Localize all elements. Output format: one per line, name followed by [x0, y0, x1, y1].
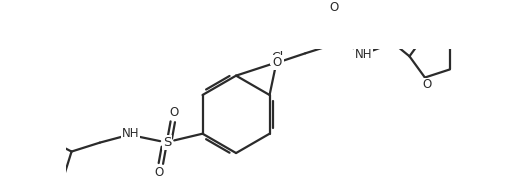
Text: NH: NH	[354, 48, 372, 61]
Text: O: O	[329, 1, 338, 14]
Text: O: O	[272, 56, 282, 69]
Text: S: S	[162, 136, 171, 149]
Text: NH: NH	[121, 127, 139, 140]
Text: Cl: Cl	[271, 51, 283, 64]
Text: O: O	[170, 106, 179, 119]
Text: O: O	[155, 166, 164, 179]
Text: O: O	[422, 79, 432, 91]
